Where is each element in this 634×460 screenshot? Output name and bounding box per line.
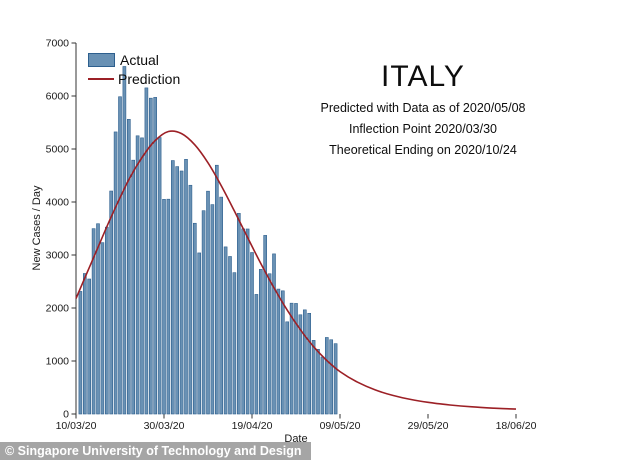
bar <box>232 272 237 415</box>
bar <box>298 314 303 415</box>
actual-bars-group <box>78 66 338 415</box>
bar <box>87 278 91 415</box>
bar <box>201 210 206 415</box>
bar <box>324 337 329 415</box>
chart-subtitles: Predicted with Data as of 2020/05/08 Inf… <box>243 98 603 161</box>
y-tick-label: 3000 <box>46 250 70 262</box>
bar <box>294 303 298 415</box>
x-tick-label: 18/06/20 <box>496 420 537 432</box>
bar <box>113 131 118 415</box>
bar <box>215 164 219 415</box>
y-tick-label: 6000 <box>46 91 70 103</box>
bar <box>100 242 105 415</box>
legend-label-actual: Actual <box>120 51 159 68</box>
bar <box>258 269 263 415</box>
x-tick-label: 09/05/20 <box>320 420 361 432</box>
bar <box>153 97 157 415</box>
y-tick-label: 4000 <box>46 197 70 209</box>
bar <box>197 252 201 415</box>
actual-bar-swatch-icon <box>88 52 115 67</box>
legend-label-prediction: Prediction <box>118 70 181 87</box>
bar <box>206 190 210 415</box>
bar <box>254 294 259 415</box>
bar <box>276 288 281 415</box>
y-tick-label: 0 <box>63 409 69 421</box>
y-tick-label: 5000 <box>46 144 70 156</box>
legend-item-actual: Actual <box>88 50 180 69</box>
bar <box>223 246 228 415</box>
x-tick-label: 10/03/20 <box>56 420 97 432</box>
bar <box>307 312 312 415</box>
bar <box>193 222 197 415</box>
bar <box>184 159 188 415</box>
bar <box>122 66 127 415</box>
title-block: ITALY Predicted with Data as of 2020/05/… <box>243 0 603 161</box>
bar <box>127 119 131 415</box>
y-tick-label: 1000 <box>46 356 70 368</box>
bar <box>78 291 83 415</box>
bar <box>105 226 109 415</box>
bar <box>267 273 272 415</box>
bar <box>333 343 338 415</box>
legend-item-prediction: Prediction <box>88 69 180 88</box>
bar <box>210 204 215 415</box>
bar <box>157 137 162 415</box>
subtitle-inflection: Inflection Point 2020/03/30 <box>348 122 498 136</box>
prediction-line-swatch-icon <box>88 77 114 80</box>
bar <box>263 235 268 415</box>
bar <box>171 160 175 415</box>
bar <box>285 321 290 415</box>
bar <box>135 135 140 415</box>
y-tick-label: 7000 <box>46 38 70 50</box>
y-tick-label: 2000 <box>46 303 70 315</box>
bar <box>272 253 276 415</box>
bar <box>237 213 241 415</box>
bar <box>302 309 307 415</box>
bar <box>131 159 135 415</box>
x-tick-label: 19/04/20 <box>232 420 273 432</box>
bar <box>245 228 250 415</box>
bar <box>91 228 96 415</box>
prediction-curve <box>75 130 517 410</box>
bar <box>118 96 122 415</box>
bar <box>320 356 325 415</box>
bar <box>109 190 113 415</box>
bar <box>241 228 245 415</box>
chart-title: ITALY <box>381 60 465 93</box>
bar <box>280 290 285 415</box>
bar <box>329 339 334 415</box>
attribution-bar: © Singapore University of Technology and… <box>0 442 311 460</box>
bar <box>228 256 232 415</box>
bar <box>311 340 316 415</box>
bar <box>219 196 223 415</box>
subtitle-ending: Theoretical Ending on 2020/10/24 <box>329 143 517 157</box>
bar <box>162 199 166 415</box>
bar <box>96 223 100 415</box>
bar <box>144 87 149 415</box>
bar <box>166 198 171 415</box>
bar <box>289 302 294 415</box>
bar <box>140 137 144 415</box>
bar <box>149 97 153 415</box>
x-tick-label: 30/03/20 <box>144 420 185 432</box>
legend: Actual Prediction <box>88 50 180 88</box>
bar <box>188 184 193 415</box>
bar <box>250 252 254 415</box>
subtitle-data-asof: Predicted with Data as of 2020/05/08 <box>320 101 526 115</box>
bar <box>179 170 184 415</box>
y-axis-label: New Cases / Day <box>31 185 43 271</box>
bar <box>316 348 320 415</box>
bar <box>175 166 179 415</box>
x-tick-label: 29/05/20 <box>408 420 449 432</box>
bar <box>83 273 87 415</box>
